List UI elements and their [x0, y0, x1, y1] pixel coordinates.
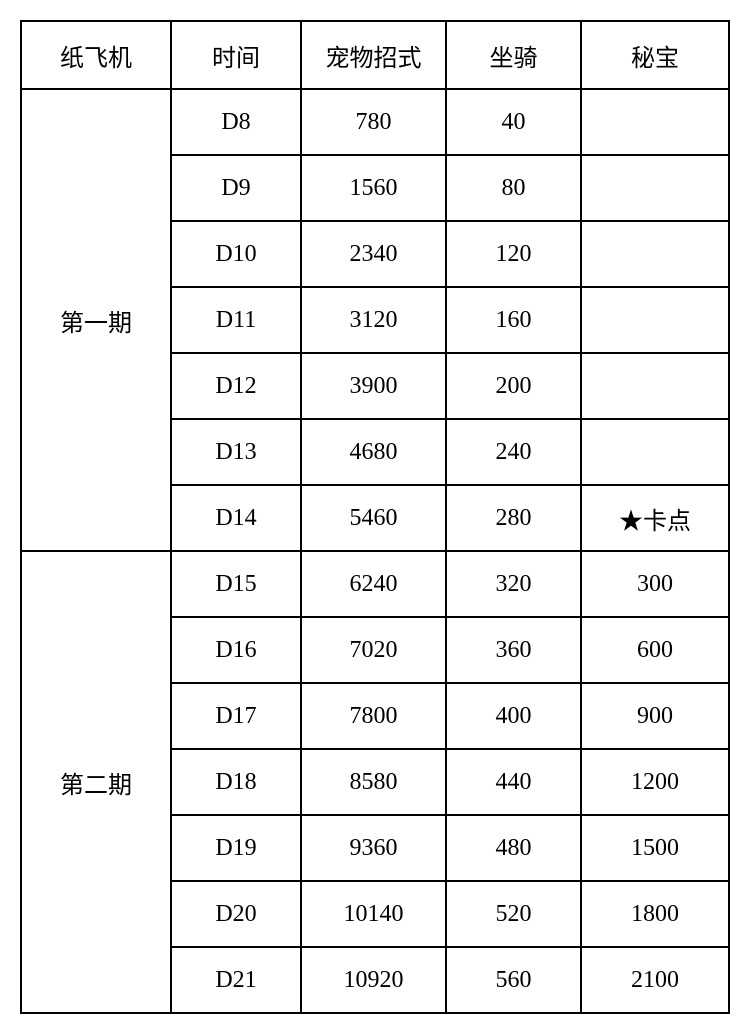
cell-time: D19 — [171, 815, 301, 881]
cell-time: D9 — [171, 155, 301, 221]
phase-cell: 第一期 — [21, 89, 171, 551]
cell-treasure — [581, 353, 729, 419]
cell-mount: 360 — [446, 617, 581, 683]
cell-pet: 3120 — [301, 287, 446, 353]
cell-mount: 480 — [446, 815, 581, 881]
cell-mount: 320 — [446, 551, 581, 617]
cell-mount: 200 — [446, 353, 581, 419]
col-header-pet: 宠物招式 — [301, 21, 446, 89]
data-table: 纸飞机 时间 宠物招式 坐骑 秘宝 第一期 D8 780 40 D9 1560 … — [20, 20, 730, 1014]
cell-time: D12 — [171, 353, 301, 419]
cell-time: D18 — [171, 749, 301, 815]
cell-treasure: 300 — [581, 551, 729, 617]
cell-treasure: 900 — [581, 683, 729, 749]
cell-time: D15 — [171, 551, 301, 617]
col-header-treasure: 秘宝 — [581, 21, 729, 89]
cell-mount: 560 — [446, 947, 581, 1013]
cell-treasure: 1500 — [581, 815, 729, 881]
cell-treasure — [581, 419, 729, 485]
cell-pet: 4680 — [301, 419, 446, 485]
cell-pet: 2340 — [301, 221, 446, 287]
table-row: 第二期 D15 6240 320 300 — [21, 551, 729, 617]
table-row: 第一期 D8 780 40 — [21, 89, 729, 155]
cell-pet: 7020 — [301, 617, 446, 683]
cell-mount: 520 — [446, 881, 581, 947]
cell-mount: 240 — [446, 419, 581, 485]
cell-pet: 5460 — [301, 485, 446, 551]
cell-time: D17 — [171, 683, 301, 749]
cell-treasure: 2100 — [581, 947, 729, 1013]
cell-mount: 400 — [446, 683, 581, 749]
cell-treasure — [581, 221, 729, 287]
cell-pet: 10140 — [301, 881, 446, 947]
cell-pet: 3900 — [301, 353, 446, 419]
cell-time: D16 — [171, 617, 301, 683]
cell-treasure: ★卡点 — [581, 485, 729, 551]
table-header-row: 纸飞机 时间 宠物招式 坐骑 秘宝 — [21, 21, 729, 89]
cell-mount: 160 — [446, 287, 581, 353]
cell-treasure: 600 — [581, 617, 729, 683]
cell-time: D8 — [171, 89, 301, 155]
cell-pet: 780 — [301, 89, 446, 155]
cell-treasure — [581, 89, 729, 155]
cell-pet: 8580 — [301, 749, 446, 815]
phase-cell: 第二期 — [21, 551, 171, 1013]
cell-mount: 80 — [446, 155, 581, 221]
cell-time: D14 — [171, 485, 301, 551]
cell-pet: 7800 — [301, 683, 446, 749]
cell-treasure: 1800 — [581, 881, 729, 947]
cell-pet: 10920 — [301, 947, 446, 1013]
cell-pet: 1560 — [301, 155, 446, 221]
col-header-time: 时间 — [171, 21, 301, 89]
col-header-phase: 纸飞机 — [21, 21, 171, 89]
cell-time: D21 — [171, 947, 301, 1013]
cell-mount: 40 — [446, 89, 581, 155]
cell-mount: 280 — [446, 485, 581, 551]
cell-time: D11 — [171, 287, 301, 353]
col-header-mount: 坐骑 — [446, 21, 581, 89]
cell-treasure — [581, 287, 729, 353]
cell-time: D20 — [171, 881, 301, 947]
cell-treasure — [581, 155, 729, 221]
cell-time: D10 — [171, 221, 301, 287]
cell-time: D13 — [171, 419, 301, 485]
cell-mount: 120 — [446, 221, 581, 287]
cell-treasure: 1200 — [581, 749, 729, 815]
cell-pet: 6240 — [301, 551, 446, 617]
cell-mount: 440 — [446, 749, 581, 815]
cell-pet: 9360 — [301, 815, 446, 881]
